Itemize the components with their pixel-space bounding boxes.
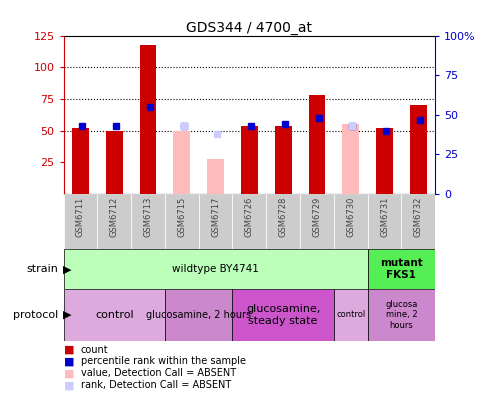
Text: glucosa
mine, 2
hours: glucosa mine, 2 hours [385, 300, 417, 330]
Text: GSM6731: GSM6731 [379, 197, 388, 237]
Bar [173, 131, 190, 194]
Bar [232, 289, 333, 341]
Text: GSM6715: GSM6715 [177, 197, 186, 237]
Bar [241, 126, 257, 194]
Text: value, Detection Call = ABSENT: value, Detection Call = ABSENT [81, 368, 235, 378]
Text: GSM6726: GSM6726 [244, 197, 253, 237]
Text: percentile rank within the sample: percentile rank within the sample [81, 356, 245, 366]
Bar [401, 194, 434, 249]
Bar [131, 194, 164, 249]
Bar [105, 131, 122, 194]
Bar [367, 194, 401, 249]
Bar [139, 44, 156, 194]
Text: protocol: protocol [13, 310, 59, 320]
Text: wildtype BY4741: wildtype BY4741 [172, 264, 259, 274]
Text: rank, Detection Call = ABSENT: rank, Detection Call = ABSENT [81, 380, 230, 390]
Bar [97, 194, 131, 249]
Bar [63, 194, 97, 249]
Bar [164, 289, 232, 341]
Text: GSM6728: GSM6728 [278, 197, 287, 237]
Bar [274, 126, 291, 194]
Text: GSM6713: GSM6713 [143, 197, 152, 237]
Text: GSM6732: GSM6732 [413, 197, 422, 237]
Bar [232, 194, 266, 249]
Bar [333, 194, 367, 249]
Text: control: control [335, 310, 365, 319]
Text: ■: ■ [63, 356, 74, 366]
Text: GSM6730: GSM6730 [346, 197, 354, 237]
Text: ▶: ▶ [63, 264, 71, 274]
Text: ■: ■ [63, 380, 74, 390]
Text: glucosamine, 2 hours: glucosamine, 2 hours [146, 310, 251, 320]
Bar [266, 194, 300, 249]
Bar [367, 249, 434, 289]
Text: ■: ■ [63, 345, 74, 354]
Bar [409, 105, 426, 194]
Text: GSM6712: GSM6712 [109, 197, 119, 237]
Text: control: control [95, 310, 133, 320]
Text: GSM6717: GSM6717 [211, 197, 220, 237]
Bar [72, 128, 89, 194]
Text: mutant
FKS1: mutant FKS1 [379, 259, 422, 280]
Text: ■: ■ [63, 368, 74, 378]
Bar [63, 289, 164, 341]
Bar [367, 289, 434, 341]
Text: strain: strain [27, 264, 59, 274]
Bar [375, 128, 392, 194]
Bar [300, 194, 333, 249]
Bar [164, 194, 198, 249]
Text: glucosamine,
steady state: glucosamine, steady state [245, 304, 320, 326]
Bar [63, 249, 367, 289]
Text: ▶: ▶ [63, 310, 71, 320]
Bar [198, 194, 232, 249]
Text: GSM6711: GSM6711 [76, 197, 85, 237]
Bar [333, 289, 367, 341]
Title: GDS344 / 4700_at: GDS344 / 4700_at [186, 21, 312, 34]
Bar [342, 124, 359, 194]
Bar [308, 95, 325, 194]
Text: count: count [81, 345, 108, 354]
Text: GSM6729: GSM6729 [312, 197, 321, 237]
Bar [207, 158, 224, 194]
